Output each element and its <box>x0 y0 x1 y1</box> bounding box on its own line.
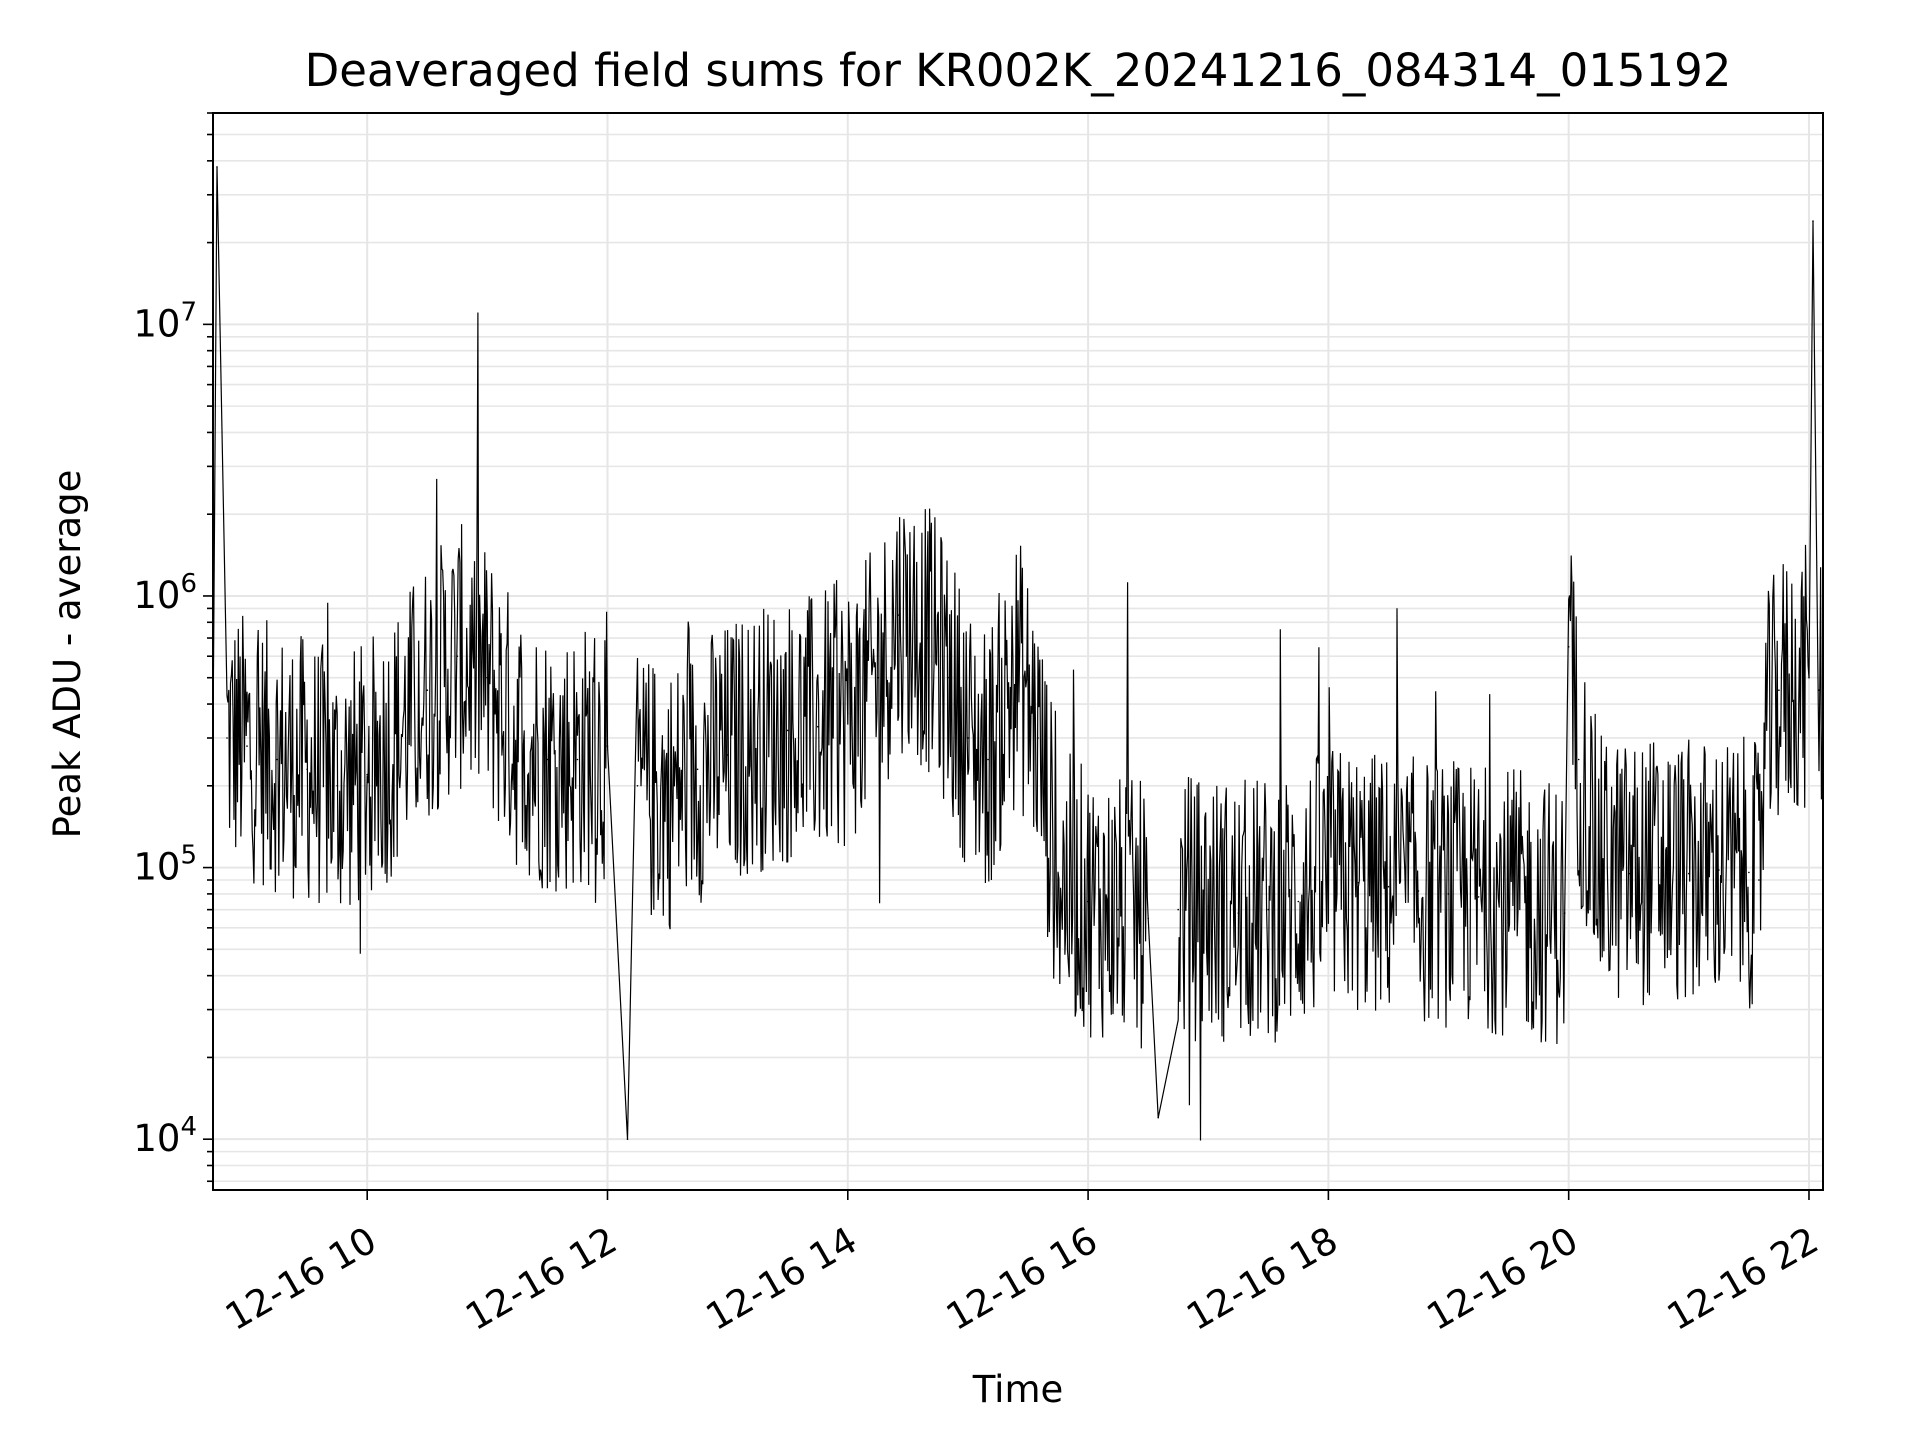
data-point <box>366 773 369 776</box>
data-point <box>1688 872 1690 875</box>
data-point <box>636 785 639 787</box>
data-point <box>486 676 489 679</box>
x-tick-label: 12-16 18 <box>1179 1219 1345 1339</box>
data-point <box>1577 758 1580 761</box>
data-point <box>1037 737 1039 739</box>
data-point <box>216 166 218 168</box>
x-axis-label: Time <box>972 1368 1064 1411</box>
data-point <box>1177 908 1179 911</box>
y-tick-label: 104 <box>133 1112 197 1160</box>
series-line <box>213 166 1823 1141</box>
data-point <box>817 725 819 728</box>
data-point <box>1237 912 1240 914</box>
data-point <box>947 676 949 679</box>
data-layer <box>213 166 1823 1141</box>
data-point <box>1537 908 1540 911</box>
data-point <box>967 737 969 739</box>
data-point <box>306 768 308 771</box>
data-point <box>1357 881 1360 884</box>
data-point <box>606 745 609 747</box>
data-point <box>1818 689 1820 691</box>
data-point <box>1718 869 1720 871</box>
y-tick-exponent: 7 <box>180 297 197 327</box>
data-point <box>1628 872 1630 875</box>
y-axis-label: Peak ADU - average <box>46 470 89 839</box>
data-point <box>546 758 549 761</box>
data-point <box>1057 879 1059 881</box>
data-point <box>1297 900 1300 903</box>
data-point <box>336 785 339 787</box>
x-tick-label: 12-16 12 <box>458 1219 624 1339</box>
x-tick-label: 12-16 14 <box>699 1219 865 1339</box>
data-point <box>786 729 789 732</box>
data-point <box>726 754 729 756</box>
data-point <box>1563 912 1566 914</box>
data-point <box>1658 866 1660 869</box>
data-point <box>1267 908 1270 911</box>
data-point <box>1327 879 1330 881</box>
y-tick-label: 105 <box>133 841 197 889</box>
data-point <box>226 737 228 739</box>
data-point <box>666 797 669 799</box>
x-tick-label: 12-16 20 <box>1420 1219 1586 1339</box>
data-point <box>927 637 929 639</box>
data-point <box>1778 689 1780 691</box>
data-point <box>696 768 699 771</box>
data-point <box>847 712 849 714</box>
data-point <box>1477 896 1480 898</box>
y-tick-label: 106 <box>133 569 197 617</box>
data-point <box>516 737 519 739</box>
data-point <box>1597 866 1600 869</box>
data-point <box>1758 879 1760 881</box>
y-tick-label: 107 <box>133 297 197 345</box>
data-point <box>1447 893 1450 895</box>
y-tick-exponent: 4 <box>180 1112 197 1142</box>
data-point <box>1087 900 1089 903</box>
data-point <box>1017 665 1019 668</box>
data-point <box>576 758 579 761</box>
y-tick-base: 10 <box>133 1117 180 1160</box>
grid-layer <box>213 112 1823 1190</box>
data-point <box>396 737 399 739</box>
data-point <box>877 676 879 679</box>
x-tick-label: 12-16 10 <box>218 1219 384 1339</box>
data-point <box>1808 676 1810 679</box>
data-point <box>1157 1116 1159 1119</box>
data-point <box>897 614 899 616</box>
data-point <box>1507 900 1510 903</box>
chart-title: Deaveraged field sums for KR002K_2024121… <box>305 44 1732 97</box>
x-tick-label: 12-16 16 <box>939 1219 1105 1339</box>
y-tick-base: 10 <box>133 574 180 617</box>
y-tick-exponent: 6 <box>180 569 197 599</box>
plot-frame <box>212 112 1824 1191</box>
x-tick-label: 12-16 22 <box>1660 1219 1826 1339</box>
data-point <box>1207 905 1209 908</box>
data-point <box>1812 220 1814 222</box>
data-point <box>1117 908 1119 911</box>
data-point <box>1567 646 1570 648</box>
data-point <box>1748 871 1750 874</box>
y-tick-exponent: 5 <box>180 841 197 871</box>
data-point <box>246 745 248 747</box>
y-tick-base: 10 <box>133 846 180 889</box>
data-point <box>756 737 759 739</box>
y-tick-base: 10 <box>133 302 180 345</box>
data-point <box>456 655 459 657</box>
data-point <box>1387 885 1390 888</box>
data-point <box>276 758 278 761</box>
data-point <box>987 758 989 761</box>
data-point <box>1147 917 1149 920</box>
data-point <box>426 689 429 691</box>
data-point <box>1764 737 1766 739</box>
data-point <box>1417 890 1420 892</box>
data-point <box>626 1138 629 1140</box>
